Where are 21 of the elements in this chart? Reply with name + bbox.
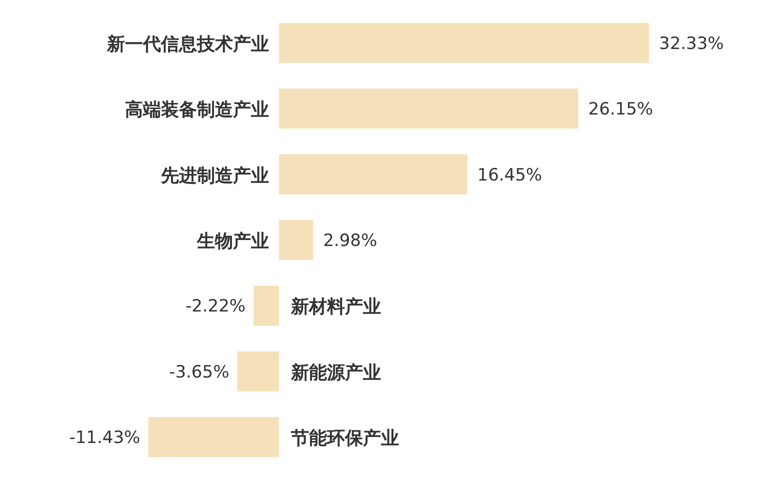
y-tick-label: 节能环保产业 <box>290 428 399 450</box>
data-label: 2.98% <box>323 231 378 251</box>
bar <box>279 220 314 260</box>
data-label: 32.33% <box>659 34 724 54</box>
bar <box>279 22 649 63</box>
data-label: 26.15% <box>588 100 654 120</box>
bar <box>148 417 279 458</box>
y-tick-label: 新材料产业 <box>290 296 381 318</box>
data-label: -3.65% <box>169 362 230 382</box>
y-tick-label: 先进制造产业 <box>160 165 269 186</box>
y-tick-label: 高端装备制造产业 <box>125 100 269 121</box>
data-label: 16.45% <box>477 165 542 186</box>
data-label: -2.22% <box>185 296 246 317</box>
data-label: -11.43% <box>69 428 140 448</box>
bar <box>279 88 578 129</box>
y-tick-label: 生物产业 <box>196 231 269 252</box>
bar <box>279 154 468 194</box>
bar <box>254 286 279 326</box>
y-tick-label: 新能源产业 <box>290 362 381 384</box>
bar <box>237 351 279 392</box>
y-tick-label: 新一代信息技术产业 <box>106 34 269 55</box>
